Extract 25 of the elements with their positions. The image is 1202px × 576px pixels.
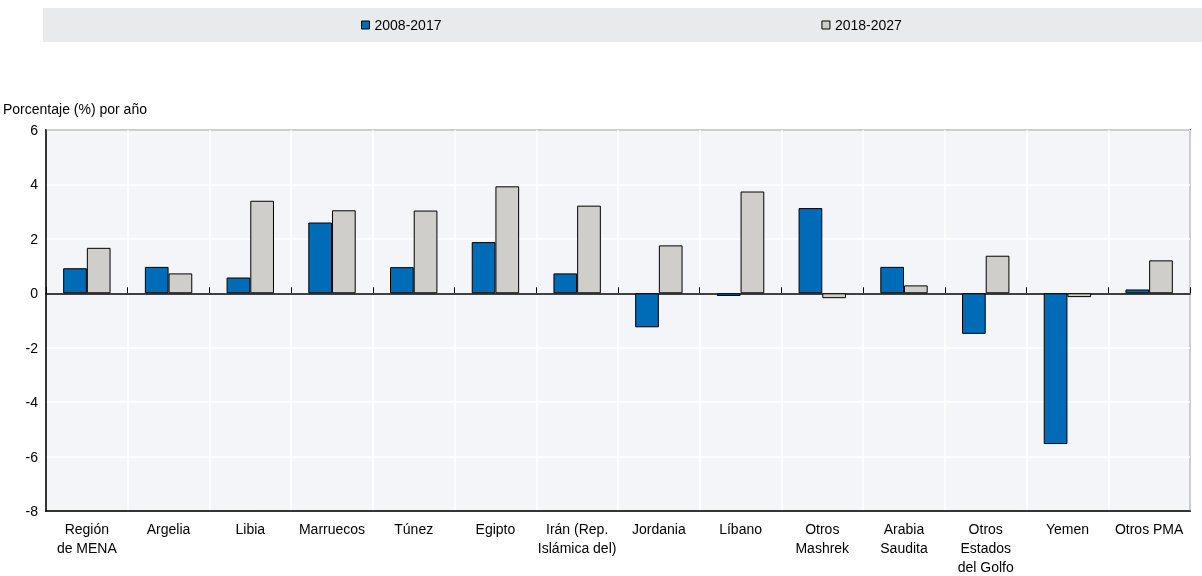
y-tick-label: -6 bbox=[25, 448, 39, 465]
x-tick-label: Argelia bbox=[146, 520, 191, 537]
y-tick-label: -8 bbox=[25, 503, 39, 519]
y-tick-label: 6 bbox=[30, 122, 39, 138]
x-tick-label: Túnez bbox=[394, 520, 434, 537]
y-tick-label: 2 bbox=[30, 230, 39, 247]
x-tick-label: Egipto bbox=[475, 520, 516, 537]
x-tick-label: Irán (Rep. Islámica del) bbox=[537, 520, 617, 556]
x-tick-label: Región de MENA bbox=[56, 520, 118, 556]
y-tick-label: -2 bbox=[25, 339, 39, 356]
y-axis-title: Porcentaje (%) por año bbox=[3, 101, 148, 117]
x-tick-label: Líbano bbox=[719, 520, 763, 537]
legend-label: 2008-2017 bbox=[374, 17, 442, 33]
x-tick-label: Arabia Saudita bbox=[880, 520, 928, 556]
x-tick-label: Otros Estados del Golfo bbox=[957, 520, 1014, 575]
x-tick-label: Otros PMA bbox=[1114, 520, 1185, 537]
y-tick-label: -4 bbox=[25, 394, 39, 411]
x-tick-label: Jordania bbox=[632, 520, 686, 537]
x-tick-label: Yemen bbox=[1045, 520, 1089, 537]
legend-label: 2018-2027 bbox=[834, 17, 903, 33]
x-tick-label: Otros Mashrek bbox=[795, 520, 851, 556]
y-tick-label: 4 bbox=[30, 176, 39, 193]
y-tick-label: 0 bbox=[30, 285, 39, 302]
x-tick-label: Marruecos bbox=[298, 520, 366, 537]
x-tick-label: Libia bbox=[235, 520, 266, 537]
